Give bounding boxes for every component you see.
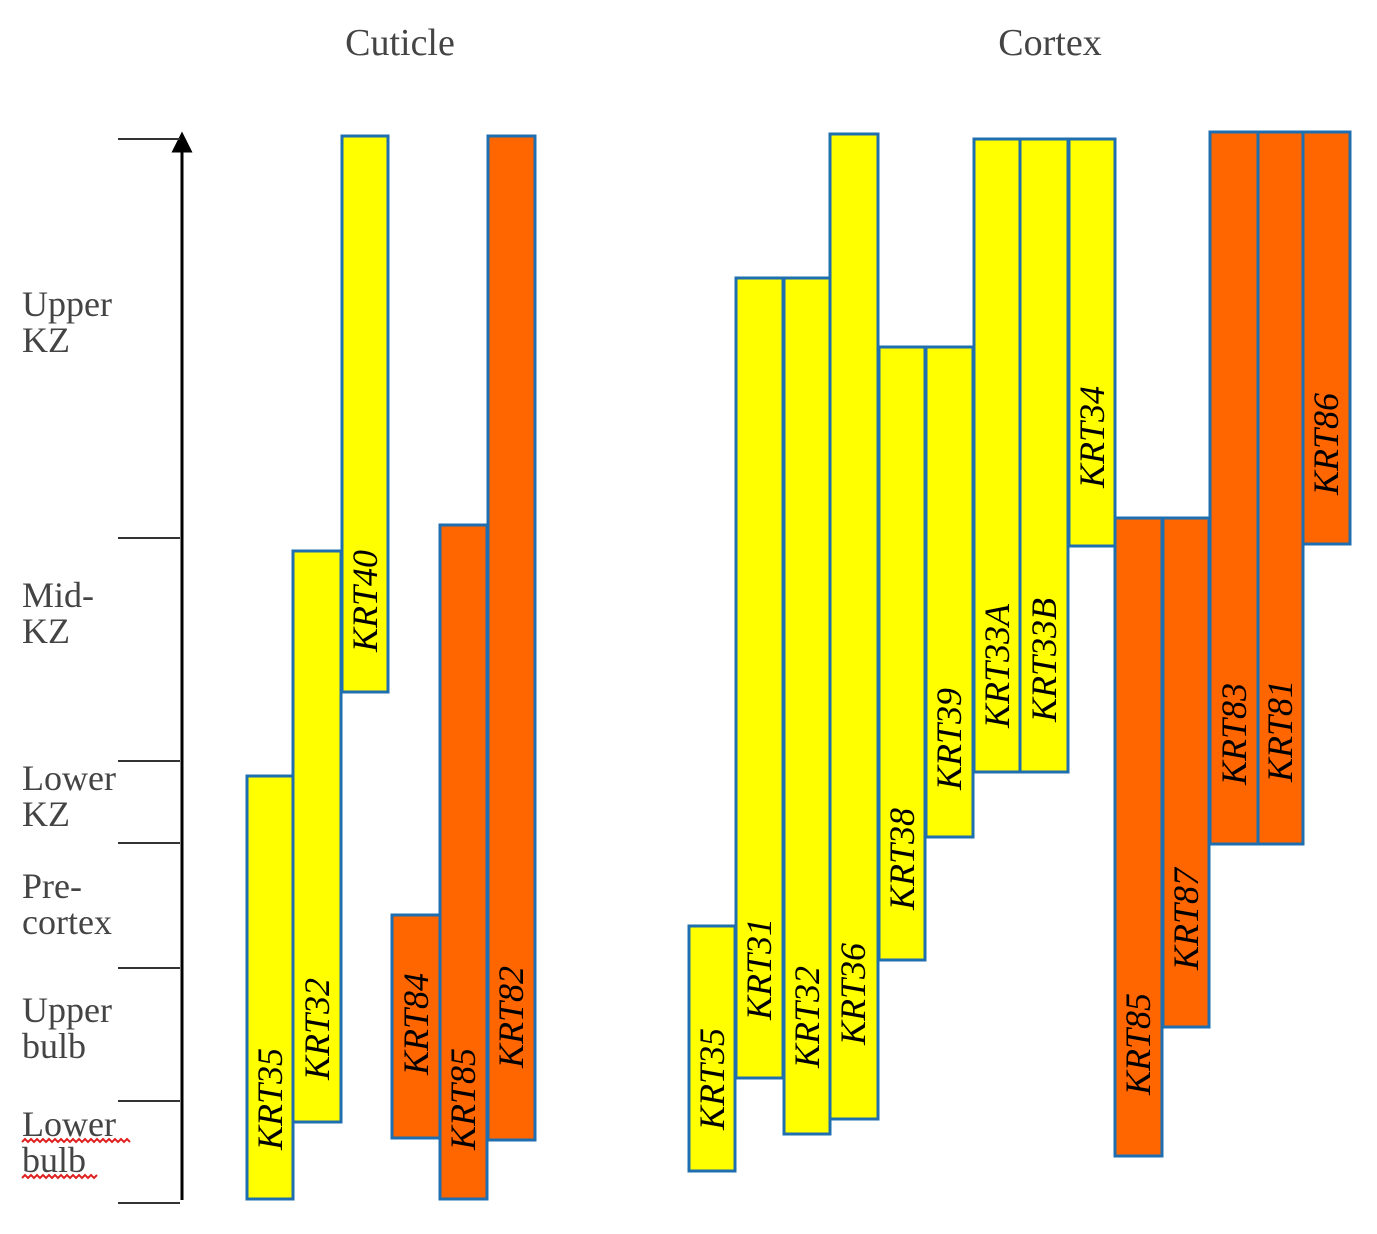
bar-label: KRT32 bbox=[787, 966, 827, 1069]
bar-label: KRT38 bbox=[882, 808, 922, 911]
zone-label-upper-kz: Upper KZ bbox=[22, 284, 112, 360]
bar-cortex-krt31: KRT31 bbox=[734, 276, 785, 1080]
bar-rect bbox=[1301, 130, 1352, 546]
bar-rect bbox=[782, 276, 832, 1136]
bar-cortex-krt38: KRT38 bbox=[877, 345, 927, 962]
zone-label-line: cortex bbox=[22, 902, 112, 942]
bar-rect bbox=[438, 523, 489, 1201]
bar-label: KRT34 bbox=[1072, 386, 1112, 489]
bar-label: KRT82 bbox=[491, 966, 531, 1069]
bar-cuticle-krt84: KRT84 bbox=[390, 913, 442, 1140]
bar-label: KRT87 bbox=[1166, 866, 1206, 971]
bar-rect bbox=[340, 134, 390, 694]
bar-rect bbox=[972, 137, 1022, 774]
bar-label: KRT32 bbox=[297, 978, 337, 1081]
bar-cuticle-krt35: KRT35 bbox=[245, 774, 295, 1201]
zone-label-lower-kz: Lower KZ bbox=[22, 758, 116, 834]
bar-label: KRT35 bbox=[250, 1048, 290, 1151]
bar-rect bbox=[291, 549, 343, 1124]
bar-rect bbox=[828, 132, 880, 1121]
bar-cortex-krt81: KRT81 bbox=[1256, 130, 1305, 846]
bar-label: KRT39 bbox=[929, 688, 969, 791]
bar-cuticle-krt85: KRT85 bbox=[438, 523, 489, 1201]
bar-label: KRT40 bbox=[345, 550, 385, 653]
spellcheck-squiggle bbox=[21, 1173, 98, 1180]
bar-label: KRT33B bbox=[1024, 598, 1064, 723]
bar-label: KRT86 bbox=[1306, 393, 1346, 496]
bar-label: KRT85 bbox=[1118, 993, 1158, 1096]
bar-rect bbox=[924, 345, 975, 839]
bar-rect bbox=[245, 774, 295, 1201]
bar-cortex-krt86: KRT86 bbox=[1301, 130, 1352, 546]
zone-label-line: Upper bbox=[22, 284, 112, 324]
cortex-header: Cortex bbox=[998, 22, 1101, 64]
zone-label-line: Lower bbox=[22, 1104, 116, 1144]
zone-label-mid-kz: Mid- KZ bbox=[22, 575, 94, 651]
bar-rect bbox=[1208, 130, 1260, 846]
bar-rect bbox=[877, 345, 927, 962]
bar-rect bbox=[1067, 137, 1117, 548]
zone-label-line: KZ bbox=[22, 320, 70, 360]
bar-cortex-krt87: KRT87 bbox=[1161, 516, 1211, 1029]
bar-label: KRT81 bbox=[1260, 680, 1300, 783]
bar-cortex-krt35: KRT35 bbox=[687, 924, 737, 1173]
spellcheck-squiggle bbox=[21, 1137, 131, 1144]
zone-label-line: Upper bbox=[22, 990, 112, 1030]
zone-label-upper-bulb: Upper bulb bbox=[22, 990, 112, 1066]
bar-rect bbox=[1256, 130, 1305, 846]
bar-rect bbox=[1018, 137, 1070, 774]
bar-cortex-krt36: KRT36 bbox=[828, 132, 880, 1121]
zone-label-line: bulb bbox=[22, 1140, 86, 1180]
bar-label: KRT83 bbox=[1214, 683, 1254, 786]
bar-cuticle-krt82: KRT82 bbox=[486, 134, 537, 1142]
zone-label-line: KZ bbox=[22, 794, 70, 834]
bar-rect bbox=[687, 924, 737, 1173]
zone-label-pre-cortex: Pre- cortex bbox=[22, 866, 112, 942]
bar-label: KRT85 bbox=[443, 1048, 483, 1151]
cuticle-header: Cuticle bbox=[345, 22, 455, 64]
bar-cuticle-krt40: KRT40 bbox=[340, 134, 390, 694]
bar-rect bbox=[1113, 516, 1164, 1158]
bars-layer: KRT35 KRT32 KRT40 KRT84 KRT85 KRT82 KRT3… bbox=[245, 130, 1352, 1201]
bar-label: KRT31 bbox=[739, 918, 779, 1021]
bar-cuticle-krt32: KRT32 bbox=[291, 549, 343, 1124]
zone-label-lower-bulb: Lower bulb bbox=[22, 1104, 116, 1180]
bar-cortex-krt34: KRT34 bbox=[1067, 137, 1117, 548]
zone-label-line: KZ bbox=[22, 611, 70, 651]
bar-cortex-krt33b: KRT33B bbox=[1018, 137, 1070, 774]
bar-cortex-krt85: KRT85 bbox=[1113, 516, 1164, 1158]
bar-label: KRT84 bbox=[396, 973, 436, 1076]
bar-cortex-krt32: KRT32 bbox=[782, 276, 832, 1136]
bar-cortex-krt33a: KRT33A bbox=[972, 137, 1022, 774]
bar-cortex-krt39: KRT39 bbox=[924, 345, 975, 839]
zone-label-line: Lower bbox=[22, 758, 116, 798]
bar-label: KRT36 bbox=[833, 943, 873, 1046]
bar-label: KRT35 bbox=[692, 1028, 732, 1131]
zone-label-line: Mid- bbox=[22, 575, 94, 615]
bar-rect bbox=[734, 276, 785, 1080]
bar-rect bbox=[486, 134, 537, 1142]
zone-label-line: bulb bbox=[22, 1026, 86, 1066]
bar-label: KRT33A bbox=[977, 603, 1017, 729]
zone-ticks bbox=[118, 138, 180, 1204]
bar-cortex-krt83: KRT83 bbox=[1208, 130, 1260, 846]
zone-label-line: Pre- bbox=[22, 866, 82, 906]
